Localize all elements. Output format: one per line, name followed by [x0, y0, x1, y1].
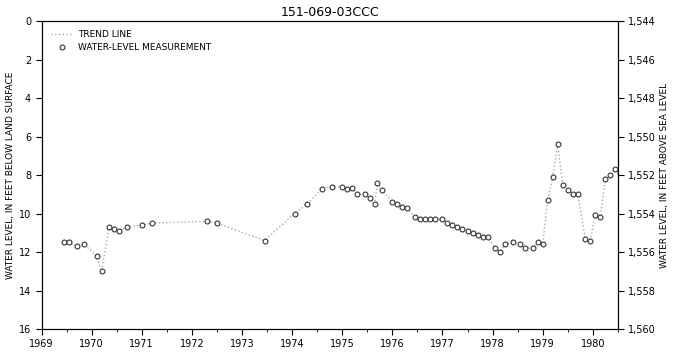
Y-axis label: WATER LEVEL, IN FEET BELOW LAND SURFACE: WATER LEVEL, IN FEET BELOW LAND SURFACE	[5, 71, 15, 279]
WATER-LEVEL MEASUREMENT	[148, 221, 156, 225]
TREND LINE	[591, 213, 599, 218]
WATER-LEVEL MEASUREMENT	[426, 217, 434, 222]
TREND LINE	[72, 244, 80, 248]
TREND LINE	[606, 173, 614, 177]
WATER-LEVEL MEASUREMENT	[72, 244, 80, 248]
WATER-LEVEL MEASUREMENT	[606, 173, 614, 177]
Line: TREND LINE: TREND LINE	[64, 144, 620, 271]
WATER-LEVEL MEASUREMENT	[98, 269, 106, 273]
TREND LINE	[554, 142, 562, 146]
TREND LINE	[426, 217, 434, 222]
WATER-LEVEL MEASUREMENT	[60, 240, 68, 245]
Y-axis label: WATER LEVEL, IN FEET ABOVE SEA LEVEL: WATER LEVEL, IN FEET ABOVE SEA LEVEL	[660, 82, 670, 268]
Line: WATER-LEVEL MEASUREMENT: WATER-LEVEL MEASUREMENT	[61, 142, 623, 274]
Title: 151-069-03CCC: 151-069-03CCC	[280, 6, 379, 18]
WATER-LEVEL MEASUREMENT	[468, 231, 477, 235]
Legend: TREND LINE, WATER-LEVEL MEASUREMENT: TREND LINE, WATER-LEVEL MEASUREMENT	[46, 26, 215, 56]
TREND LINE	[98, 269, 106, 273]
TREND LINE	[60, 240, 68, 245]
TREND LINE	[616, 171, 624, 175]
WATER-LEVEL MEASUREMENT	[616, 171, 624, 175]
WATER-LEVEL MEASUREMENT	[554, 142, 562, 146]
TREND LINE	[468, 231, 477, 235]
WATER-LEVEL MEASUREMENT	[591, 213, 599, 218]
TREND LINE	[148, 221, 156, 225]
